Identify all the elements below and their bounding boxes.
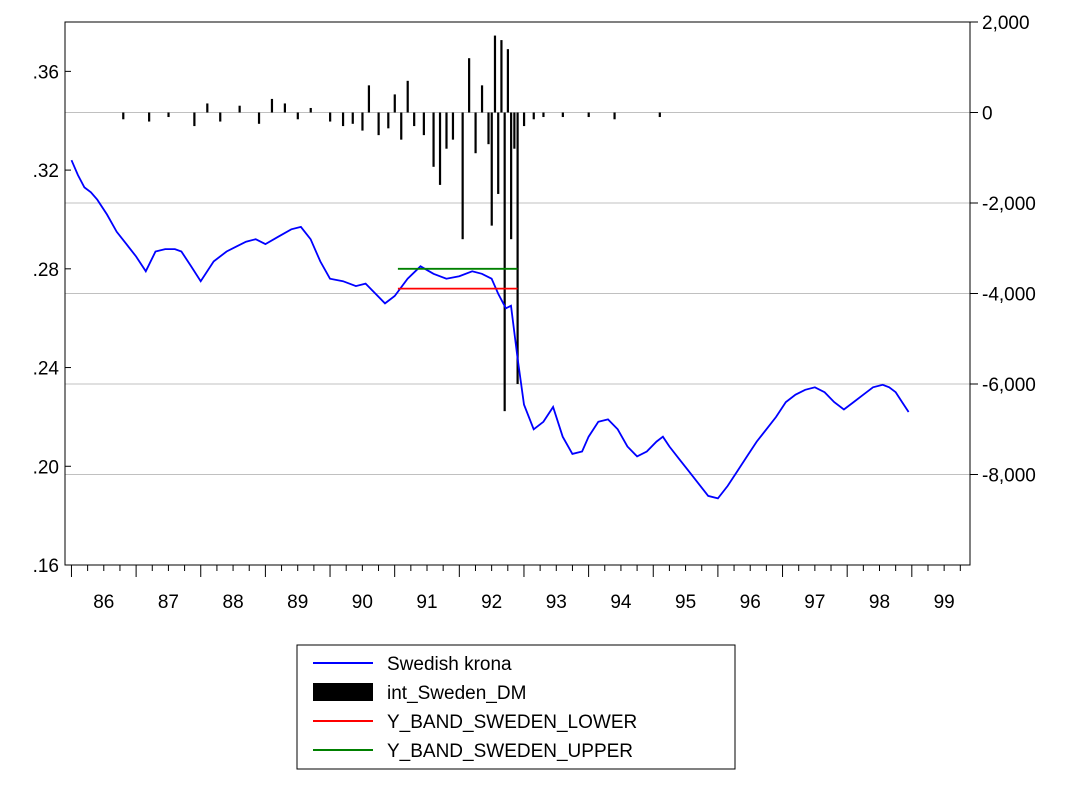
x-tick-label: 87	[158, 592, 179, 613]
legend-label: int_Sweden_DM	[387, 683, 526, 704]
bar-37	[503, 112, 506, 412]
bar-33	[490, 112, 493, 226]
bar-8	[270, 98, 274, 113]
right-tick-label: -4,000	[982, 285, 1036, 306]
bar-17	[377, 112, 380, 136]
bar-20	[400, 112, 403, 140]
bar-36	[500, 40, 503, 113]
x-tick-label: 91	[416, 592, 437, 613]
bar-12	[329, 112, 332, 122]
bar-3	[193, 112, 196, 127]
bar-32	[487, 112, 490, 145]
x-tick-label: 86	[93, 592, 114, 613]
bar-22	[413, 112, 416, 127]
legend-label: Y_BAND_SWEDEN_LOWER	[387, 712, 637, 733]
left-tick-label: .20	[33, 457, 59, 478]
bar-15	[361, 112, 364, 131]
x-tick-label: 96	[740, 592, 761, 613]
bar-42	[522, 112, 526, 127]
bar-23	[422, 112, 425, 136]
bar-25	[438, 112, 442, 185]
x-tick-label: 90	[352, 592, 373, 613]
bar-31	[480, 85, 484, 113]
bar-43	[532, 112, 535, 120]
bar-18	[387, 112, 390, 129]
legend: Swedish krona int_Sweden_DM Y_BAND_SWEDEN_…	[296, 644, 736, 770]
right-tick-label: 2,000	[982, 13, 1030, 34]
bar-27	[451, 112, 455, 140]
legend-box	[296, 644, 736, 770]
bar-9	[283, 103, 286, 113]
bar-10	[296, 112, 299, 120]
x-tick-label: 92	[481, 592, 502, 613]
x-tick-label: 95	[675, 592, 696, 613]
bar-46	[587, 112, 590, 118]
bar-4	[206, 103, 209, 113]
left-tick-label: .32	[33, 161, 59, 182]
x-tick-label: 94	[610, 592, 632, 613]
bar-series-int-sweden-dm	[122, 35, 661, 412]
bar-38	[506, 49, 510, 113]
bar-11	[309, 107, 312, 113]
left-tick-label: .16	[33, 556, 59, 577]
left-tick-label: .28	[33, 260, 59, 281]
left-tick-label: .24	[33, 359, 60, 380]
bar-40	[513, 112, 516, 149]
bar-0	[122, 112, 125, 120]
line-series	[70, 159, 910, 500]
bar-29	[468, 58, 471, 113]
bar-24	[432, 112, 435, 167]
bar-26	[445, 112, 448, 149]
x-tick-label: 99	[934, 592, 955, 613]
x-tick-label: 97	[804, 592, 825, 613]
bar-39	[510, 112, 513, 240]
bar-13	[341, 112, 345, 127]
bar-19	[393, 94, 396, 113]
bar-45	[561, 112, 564, 118]
bar-16	[367, 85, 371, 113]
bar-28	[461, 112, 464, 240]
bar-30	[474, 112, 477, 154]
bar-44	[542, 112, 545, 118]
right-tick-label: -8,000	[982, 466, 1036, 487]
right-tick-label: 0	[982, 104, 993, 125]
bar-14	[351, 112, 354, 124]
series-line-swedish-krona	[70, 159, 910, 500]
left-tick-label: .36	[33, 62, 59, 83]
legend-label: Y_BAND_SWEDEN_UPPER	[387, 741, 633, 762]
bar-6	[238, 105, 241, 113]
x-tick-label: 98	[869, 592, 890, 613]
bar-2	[167, 112, 170, 118]
bar-1	[148, 112, 151, 122]
bar-5	[219, 112, 222, 122]
x-tick-label: 93	[546, 592, 567, 613]
x-tick-label: 89	[287, 592, 308, 613]
bar-47	[613, 112, 616, 120]
bar-34	[493, 35, 497, 113]
right-tick-label: -6,000	[982, 375, 1036, 396]
axes: .16 .20 .24 .28 .32 .36 2,000 0 -2,000 -4,000 -6,0…	[33, 13, 1036, 613]
bar-41	[516, 112, 519, 384]
right-tick-label: -2,000	[982, 194, 1036, 215]
legend-swatch-bar	[313, 683, 373, 701]
x-tick-label: 88	[223, 592, 244, 613]
bar-48	[658, 112, 661, 118]
legend-label: Swedish krona	[387, 654, 512, 675]
bar-7	[257, 112, 261, 124]
bar-21	[406, 80, 409, 113]
bar-35	[497, 112, 500, 194]
